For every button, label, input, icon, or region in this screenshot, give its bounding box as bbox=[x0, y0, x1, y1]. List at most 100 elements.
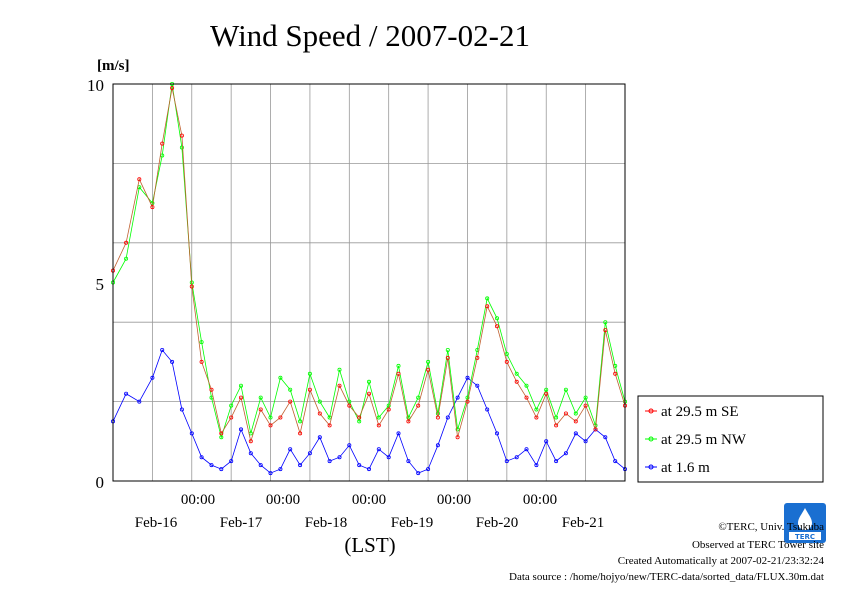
data-point-1 bbox=[465, 395, 470, 400]
chart-title: Wind Speed / 2007-02-21 bbox=[210, 18, 530, 53]
data-point-1 bbox=[357, 419, 362, 424]
data-point-0 bbox=[229, 415, 234, 420]
data-point-1 bbox=[583, 395, 588, 400]
data-point-0 bbox=[307, 387, 312, 392]
data-point-1 bbox=[258, 395, 263, 400]
data-point-0 bbox=[288, 399, 293, 404]
series-line-0 bbox=[112, 87, 626, 443]
data-point-0 bbox=[317, 411, 322, 416]
data-point-0 bbox=[534, 415, 539, 420]
data-point-0 bbox=[258, 407, 263, 412]
series-line-1 bbox=[112, 83, 626, 439]
data-point-0 bbox=[494, 324, 499, 329]
data-point-0 bbox=[613, 371, 618, 376]
data-point-1 bbox=[278, 375, 283, 380]
data-point-0 bbox=[514, 379, 519, 384]
data-point-2 bbox=[554, 459, 559, 464]
data-point-1 bbox=[179, 145, 184, 150]
data-point-0 bbox=[376, 423, 381, 428]
data-point-0 bbox=[396, 371, 401, 376]
data-point-2 bbox=[268, 471, 273, 476]
data-point-1 bbox=[544, 387, 549, 392]
data-point-0 bbox=[445, 355, 450, 360]
data-point-0 bbox=[189, 284, 194, 289]
data-point-2 bbox=[124, 391, 129, 396]
data-point-2 bbox=[170, 359, 175, 364]
data-point-2 bbox=[327, 459, 332, 464]
data-point-2 bbox=[160, 347, 165, 352]
x-date-label-feb19: Feb-19 bbox=[391, 515, 434, 531]
y-unit-label: [m/s] bbox=[97, 58, 130, 74]
data-point-2 bbox=[603, 435, 608, 440]
data-point-1 bbox=[514, 371, 519, 376]
data-point-1 bbox=[268, 415, 273, 420]
data-point-0 bbox=[337, 383, 342, 388]
data-point-1 bbox=[376, 415, 381, 420]
data-point-0 bbox=[416, 403, 421, 408]
data-point-2 bbox=[406, 459, 411, 464]
data-point-0 bbox=[563, 411, 568, 416]
data-point-2 bbox=[514, 455, 519, 460]
data-point-0 bbox=[544, 391, 549, 396]
x-date-label-feb21: Feb-21 bbox=[562, 515, 605, 531]
y-tick-10: 10 bbox=[87, 76, 104, 95]
data-point-1 bbox=[219, 435, 224, 440]
plot-frame bbox=[112, 83, 626, 482]
legend-marker-low bbox=[648, 464, 654, 470]
data-point-1 bbox=[563, 387, 568, 392]
x-date-label-feb18: Feb-18 bbox=[305, 515, 348, 531]
data-point-1 bbox=[199, 340, 204, 345]
data-point-2 bbox=[583, 439, 588, 444]
data-point-2 bbox=[416, 471, 421, 476]
data-point-0 bbox=[268, 423, 273, 428]
x-time-label-5: 00:00 bbox=[523, 492, 557, 508]
credit-copyright: ©TERC, Univ. Tsukuba bbox=[718, 521, 824, 533]
data-point-1 bbox=[445, 347, 450, 352]
data-point-1 bbox=[238, 383, 243, 388]
legend-label-se: at 29.5 m SE bbox=[661, 404, 739, 420]
data-point-1 bbox=[298, 419, 303, 424]
data-point-2 bbox=[337, 455, 342, 460]
data-point-2 bbox=[209, 463, 214, 468]
data-point-2 bbox=[238, 427, 243, 432]
data-point-2 bbox=[573, 431, 578, 436]
data-point-1 bbox=[573, 411, 578, 416]
data-point-2 bbox=[288, 447, 293, 452]
data-point-0 bbox=[386, 407, 391, 412]
x-date-label-feb20: Feb-20 bbox=[476, 515, 519, 531]
data-point-2 bbox=[189, 431, 194, 436]
data-point-1 bbox=[386, 403, 391, 408]
data-point-2 bbox=[347, 443, 352, 448]
data-point-2 bbox=[357, 463, 362, 468]
data-point-1 bbox=[406, 415, 411, 420]
data-point-0 bbox=[524, 395, 529, 400]
legend-marker-nw bbox=[648, 436, 654, 442]
data-point-2 bbox=[219, 467, 224, 472]
data-point-0 bbox=[554, 423, 559, 428]
data-point-0 bbox=[406, 419, 411, 424]
data-point-0 bbox=[475, 355, 480, 360]
legend-marker-se bbox=[648, 408, 654, 414]
data-point-2 bbox=[229, 459, 234, 464]
y-tick-5: 5 bbox=[96, 275, 105, 294]
data-point-1 bbox=[366, 379, 371, 384]
data-point-2 bbox=[258, 463, 263, 468]
data-point-0 bbox=[504, 359, 509, 364]
data-point-1 bbox=[534, 407, 539, 412]
data-point-2 bbox=[137, 399, 142, 404]
data-point-0 bbox=[298, 431, 303, 436]
data-point-0 bbox=[219, 431, 224, 436]
data-point-0 bbox=[426, 367, 431, 372]
credit-source: Data source : /home/hojyo/new/TERC-data/… bbox=[509, 571, 824, 583]
data-point-2 bbox=[445, 415, 450, 420]
y-tick-0: 0 bbox=[96, 473, 105, 492]
data-point-0 bbox=[347, 403, 352, 408]
data-point-1 bbox=[524, 383, 529, 388]
data-point-2 bbox=[544, 439, 549, 444]
data-point-2 bbox=[613, 459, 618, 464]
data-point-1 bbox=[504, 351, 509, 356]
x-axis-label: (LST) bbox=[344, 533, 395, 557]
data-point-0 bbox=[199, 359, 204, 364]
data-point-0 bbox=[455, 435, 460, 440]
data-point-0 bbox=[238, 395, 243, 400]
